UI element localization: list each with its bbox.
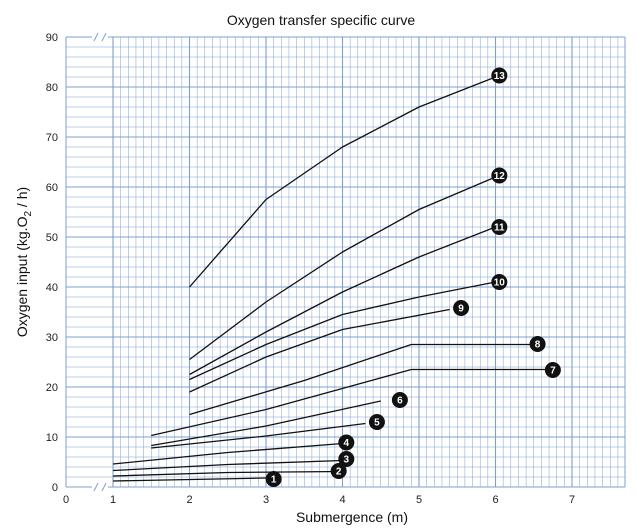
curve-badge-6 (391, 392, 408, 408)
curve-badge-label-6: 6 (397, 396, 403, 407)
curve-badge-label-2: 2 (336, 467, 342, 478)
y-tick-label: 40 (46, 282, 58, 294)
chart-title: Oxygen transfer specific curve (227, 12, 416, 28)
y-tick-label: 0 (52, 482, 58, 494)
y-tick-label: 30 (46, 332, 58, 344)
y-tick-label: 80 (46, 82, 58, 94)
curve-badge-13 (491, 67, 508, 84)
x-tick-label: 1 (110, 494, 116, 506)
curve-badge-label-1: 1 (271, 475, 277, 486)
curve-1 (112, 477, 267, 482)
curve-3 (112, 459, 343, 472)
curve-6 (151, 400, 381, 447)
curve-badge-10 (491, 274, 508, 290)
y-tick-label: 10 (46, 432, 58, 444)
curve-badge-label-3: 3 (344, 455, 350, 466)
y-tick-label: 60 (46, 182, 58, 194)
x-axis-label: Submergence (m) (296, 509, 408, 525)
y-tick-label: 90 (46, 32, 58, 44)
curve-badge-4 (338, 434, 355, 451)
y-axis-label-main: Oxygen input (kg.O (14, 216, 30, 337)
curve-8 (189, 343, 534, 416)
y-axis-label-end: / h) (14, 187, 30, 211)
curve-badge-label-10: 10 (494, 278, 506, 289)
curve-12 (189, 176, 496, 361)
y-tick-label: 70 (46, 132, 58, 144)
y-axis-label: Oxygen input (kg.O2 / h) (14, 187, 34, 337)
curve-badge-label-7: 7 (550, 366, 556, 377)
x-tick-label: 2 (186, 494, 192, 506)
x-tick-label: 4 (339, 494, 345, 506)
x-tick-label: 0 (63, 494, 69, 506)
curve-badge-label-4: 4 (344, 438, 350, 449)
curve-badge-label-13: 13 (494, 71, 506, 82)
curve-9 (189, 308, 450, 393)
axis-break-gap (92, 482, 108, 492)
curve-5 (151, 422, 366, 449)
curve-badge-label-11: 11 (494, 223, 505, 234)
curve-13 (189, 76, 496, 288)
curve-badge-12 (491, 167, 508, 184)
curve-badge-label-9: 9 (458, 304, 464, 315)
axis-break-mark (101, 482, 107, 492)
curve-badge-1 (265, 471, 282, 487)
y-tick-label: 20 (46, 382, 58, 394)
x-tick-label: 7 (569, 494, 575, 506)
curve-2 (112, 470, 343, 477)
y-axis-label-sub: 2 (23, 211, 34, 217)
curve-badge-9 (453, 300, 470, 316)
grid (65, 36, 626, 488)
curve-4 (112, 442, 343, 465)
curves (112, 76, 550, 482)
curve-badge-2 (330, 463, 347, 479)
curve-badge-11 (491, 219, 508, 235)
x-tick-label: 3 (263, 494, 269, 506)
axis-break-mark (93, 32, 99, 42)
curve-badge-7 (544, 362, 561, 378)
curve-11 (189, 226, 496, 376)
x-tick-label: 5 (416, 494, 422, 506)
curve-badge-5 (368, 414, 385, 430)
curve-badge-label-8: 8 (535, 340, 541, 351)
axis-break-mark (93, 482, 99, 492)
y-tick-label: 50 (46, 232, 58, 244)
curve-badge-label-12: 12 (494, 171, 506, 182)
x-tick-label: 6 (492, 494, 498, 506)
curve-7 (151, 368, 550, 437)
axis-break-mark (101, 32, 107, 42)
curve-10 (189, 281, 496, 381)
curve-badge-3 (338, 451, 355, 467)
curve-badge-8 (529, 336, 546, 352)
curve-badge-label-5: 5 (374, 418, 380, 429)
axis-break-gap (92, 32, 108, 42)
